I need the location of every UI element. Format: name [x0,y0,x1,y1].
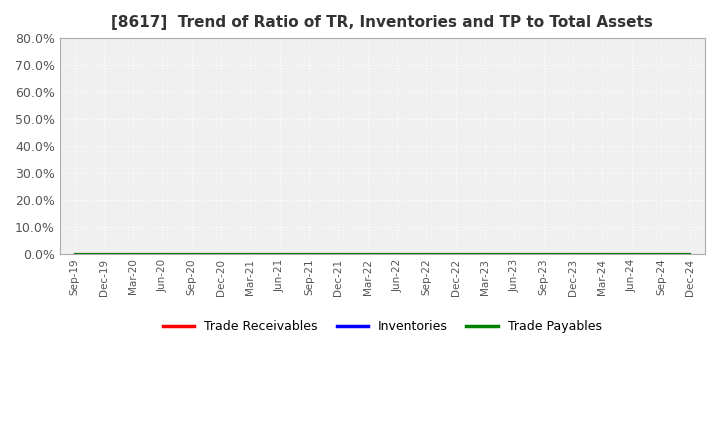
Legend: Trade Receivables, Inventories, Trade Payables: Trade Receivables, Inventories, Trade Pa… [158,315,607,338]
Title: [8617]  Trend of Ratio of TR, Inventories and TP to Total Assets: [8617] Trend of Ratio of TR, Inventories… [112,15,653,30]
